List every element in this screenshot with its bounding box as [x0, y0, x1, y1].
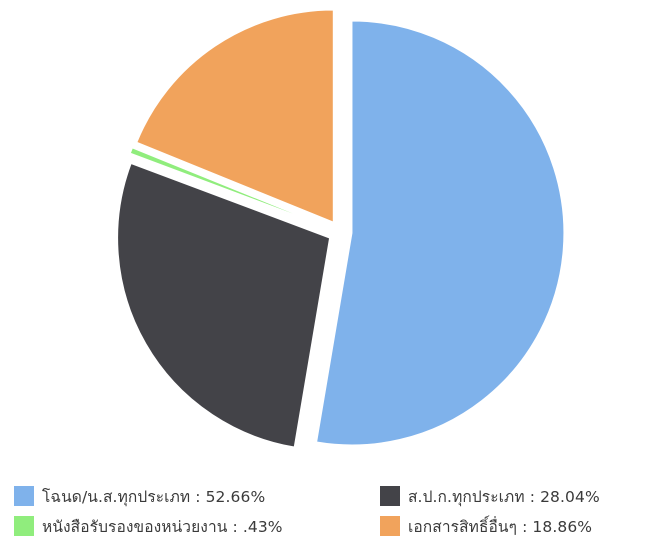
- legend-swatch-sorporkor: [380, 486, 400, 506]
- legend-label-sorporkor: ส.ป.ก.ทุกประเภท : 28.04%: [408, 487, 600, 506]
- legend-item-sorporkor[interactable]: ส.ป.ก.ทุกประเภท : 28.04%: [380, 486, 664, 506]
- pie-slice-chanod[interactable]: [316, 20, 565, 446]
- chart-legend: โฉนด/น.ส.ทุกประเภท : 52.66% ส.ป.ก.ทุกประ…: [14, 486, 664, 536]
- legend-swatch-chanod: [14, 486, 34, 506]
- pie-chart: [117, 9, 565, 448]
- legend-item-chanod[interactable]: โฉนด/น.ส.ทุกประเภท : 52.66%: [14, 486, 380, 506]
- legend-label-chanod: โฉนด/น.ส.ทุกประเภท : 52.66%: [42, 487, 266, 506]
- legend-swatch-agency-certificate: [14, 516, 34, 536]
- legend-swatch-other-documents: [380, 516, 400, 536]
- pie-slice-other-documents[interactable]: [136, 9, 334, 223]
- legend-item-other-documents[interactable]: เอกสารสิทธิ์อื่นๆ : 18.86%: [380, 516, 664, 536]
- pie-slice-agency-certificate[interactable]: [129, 147, 330, 229]
- legend-item-agency-certificate[interactable]: หนังสือรับรองของหน่วยงาน : .43%: [14, 516, 380, 536]
- legend-label-agency-certificate: หนังสือรับรองของหน่วยงาน : .43%: [42, 517, 283, 536]
- legend-label-other-documents: เอกสารสิทธิ์อื่นๆ : 18.86%: [408, 517, 593, 536]
- pie-slice-sorporkor[interactable]: [117, 163, 331, 448]
